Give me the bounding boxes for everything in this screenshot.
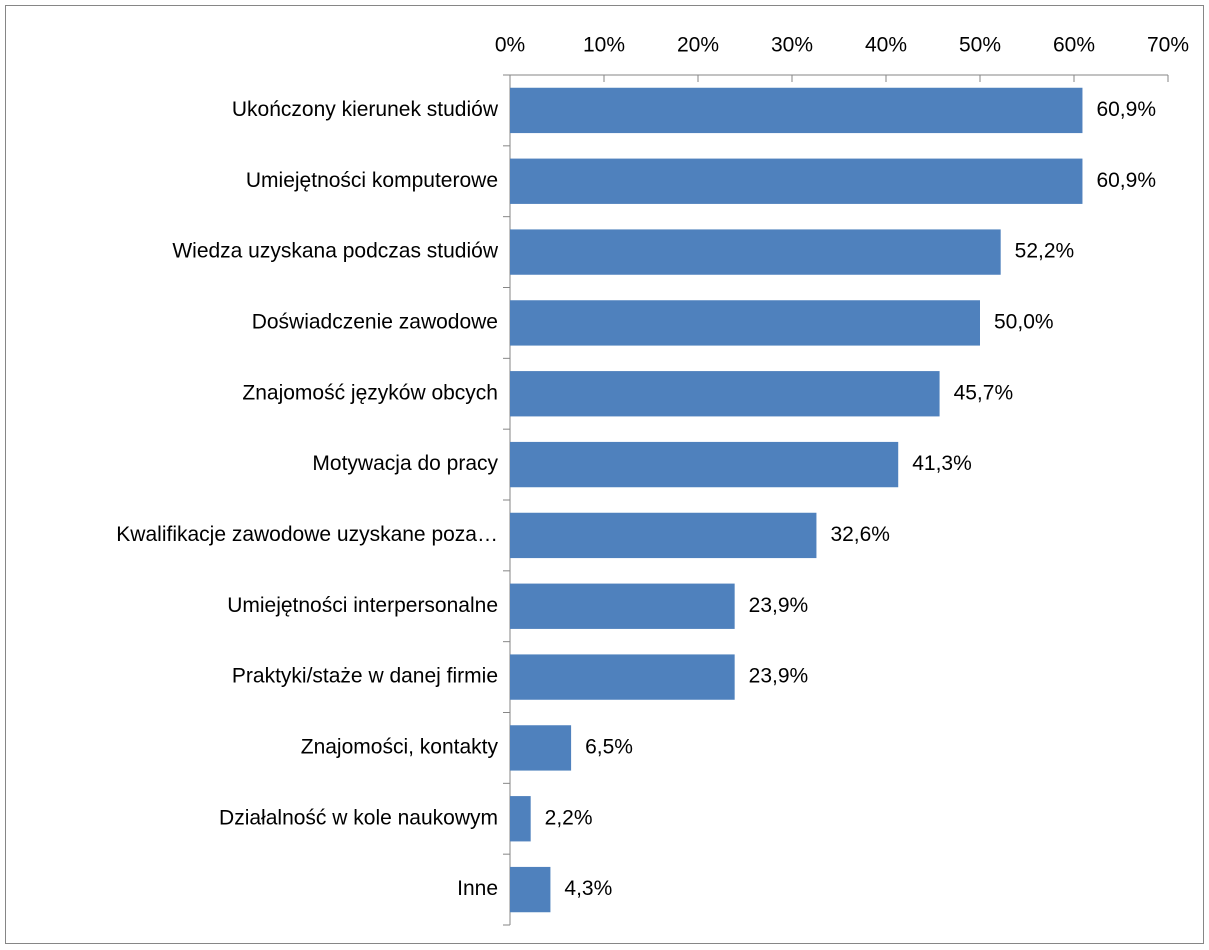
x-tick-label: 20%: [677, 34, 719, 57]
value-label: 23,9%: [749, 594, 809, 617]
x-tick-label: 30%: [771, 34, 813, 57]
bar: [510, 654, 735, 700]
bar: [510, 87, 1083, 134]
y-tick-label: Znajomość języków obcych: [242, 381, 498, 404]
y-tick-label: Znajomości, kontakty: [301, 735, 499, 758]
bar: [510, 300, 980, 346]
x-tick-label: 50%: [959, 34, 1001, 57]
value-label: 23,9%: [749, 665, 809, 688]
bar: [510, 583, 735, 629]
bar: [510, 158, 1083, 204]
x-tick-label: 0%: [495, 34, 525, 57]
y-tick-label: Ukończony kierunek studiów: [232, 98, 499, 121]
value-label: 6,5%: [585, 735, 633, 758]
y-tick-label: Kwalifikacje zawodowe uzyskane poza…: [116, 523, 498, 546]
y-tick-label: Doświadczenie zawodowe: [252, 310, 498, 333]
value-label: 60,9%: [1096, 98, 1156, 121]
value-label: 52,2%: [1015, 240, 1075, 263]
chart-frame: [5, 5, 1204, 944]
value-label: 2,2%: [545, 806, 593, 829]
bar: [510, 512, 817, 559]
value-label: 50,0%: [994, 310, 1054, 333]
y-tick-label: Umiejętności komputerowe: [246, 169, 498, 192]
value-label: 4,3%: [564, 877, 612, 900]
y-tick-label: Wiedza uzyskana podczas studiów: [172, 240, 498, 263]
y-tick-label: Działalność w kole naukowym: [219, 806, 498, 829]
bar: [510, 866, 551, 913]
x-tick-label: 10%: [583, 34, 625, 57]
value-label: 41,3%: [912, 452, 972, 475]
value-label: 45,7%: [954, 381, 1014, 404]
value-label: 32,6%: [830, 523, 890, 546]
y-tick-label: Praktyki/staże w danej firmie: [232, 665, 498, 688]
bar: [510, 371, 940, 417]
x-tick-label: 60%: [1053, 34, 1095, 57]
bar: [510, 229, 1001, 275]
x-tick-label: 40%: [865, 34, 907, 57]
bar: [510, 796, 531, 842]
x-tick-label: 70%: [1147, 34, 1189, 57]
y-tick-label: Motywacja do pracy: [312, 452, 498, 475]
value-label: 60,9%: [1096, 169, 1156, 192]
y-tick-label: Umiejętności interpersonalne: [227, 594, 498, 617]
y-tick-label: Inne: [457, 877, 498, 900]
bar: [510, 441, 899, 488]
bar: [510, 725, 572, 771]
